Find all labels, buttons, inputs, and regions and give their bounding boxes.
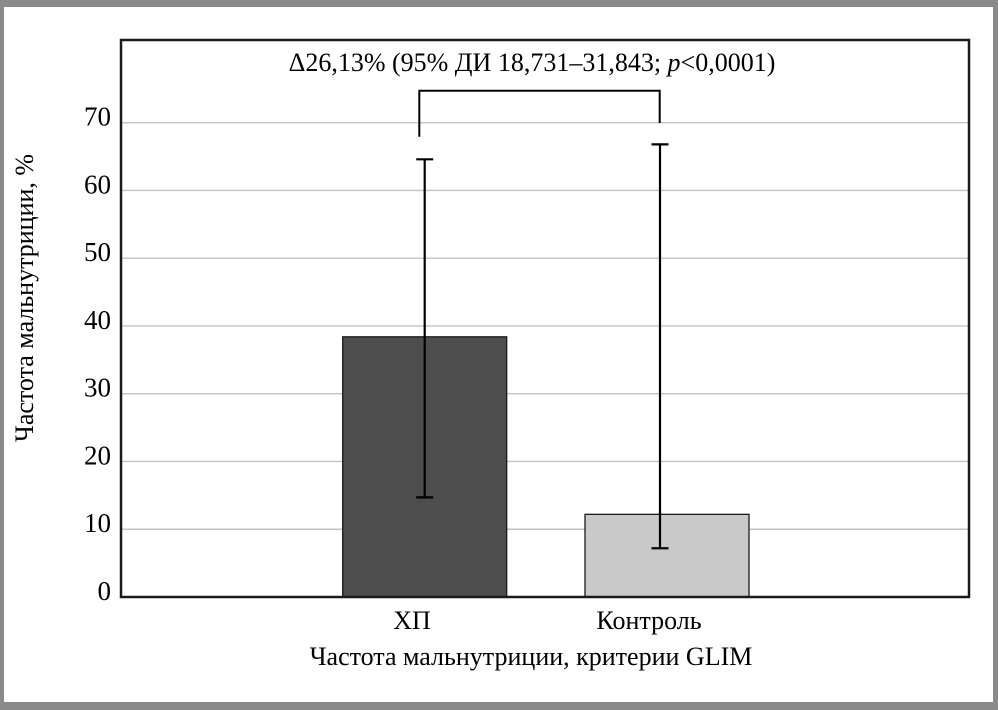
bar-1 (584, 513, 750, 598)
y-tick-label-40: 40 (84, 305, 111, 335)
annotation-text: Δ26,13% (95% ДИ 18,731–31,843; p<0,0001) (289, 48, 776, 77)
bars (342, 336, 750, 598)
x-axis-title: Частота мальнутриции, критерии GLIM (310, 642, 753, 671)
y-tick-label-50: 50 (84, 237, 111, 267)
annotation-after-p: <0,0001) (681, 48, 776, 77)
category-label-hp: ХП (393, 606, 431, 635)
y-tick-label-10: 10 (84, 508, 111, 538)
gridlines (121, 122, 969, 530)
category-label-control: Контроль (596, 606, 701, 635)
significance-bracket (418, 89, 661, 137)
y-tick-label-0: 0 (98, 576, 112, 606)
error-bar-0 (416, 158, 434, 499)
error-bar-1 (651, 143, 669, 550)
y-tick-label-20: 20 (84, 440, 111, 470)
y-tick-label-30: 30 (84, 373, 111, 403)
plot-border (119, 38, 971, 599)
error-bars (416, 143, 669, 550)
annotation-before-p: Δ26,13% (95% ДИ 18,731–31,843; (289, 48, 668, 77)
y-tick-label-70: 70 (84, 102, 111, 132)
annotation-p-symbol: p (666, 48, 681, 77)
y-axis-title: Частота мальнутриции, % (10, 154, 39, 442)
y-tick-labels: 0 10 20 30 40 50 60 70 (84, 102, 111, 606)
y-tick-label-60: 60 (84, 169, 111, 199)
